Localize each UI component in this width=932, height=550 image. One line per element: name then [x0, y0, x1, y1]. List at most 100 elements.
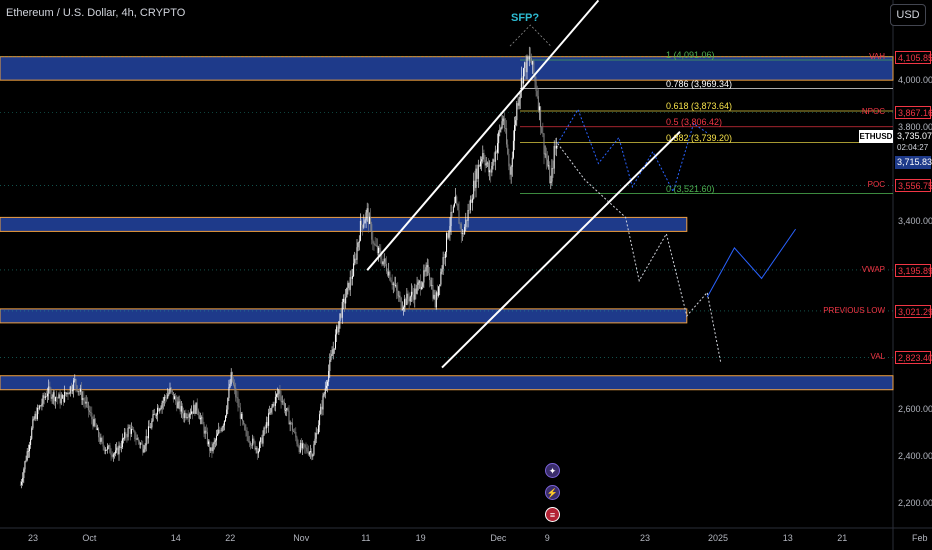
- candle-body-106: [140, 443, 142, 445]
- candle-body-296: [355, 258, 357, 260]
- candle-body-446: [525, 62, 527, 73]
- candle-body-300: [359, 220, 361, 241]
- candle-body-182: [226, 409, 228, 416]
- candle-body-259: [313, 444, 315, 455]
- candle-body-57: [84, 400, 86, 404]
- candle-body-97: [129, 427, 131, 434]
- candle-body-401: [474, 180, 476, 188]
- candle-body-123: [159, 408, 161, 412]
- candle-body-343: [408, 298, 410, 302]
- candle-body-191: [236, 397, 238, 399]
- candle-body-310: [371, 224, 373, 240]
- candle-body-385: [456, 196, 458, 204]
- candle-body-192: [237, 397, 239, 407]
- candle-body-364: [432, 285, 434, 299]
- candle-body-271: [327, 381, 329, 386]
- y-tick-4: 2,400.00: [898, 450, 932, 461]
- candle-body-325: [388, 271, 390, 276]
- candle-body-333: [397, 290, 399, 296]
- candle-body-187: [231, 372, 233, 382]
- x-tick-1: Oct: [82, 533, 97, 543]
- candle-body-52: [78, 390, 80, 392]
- candle-body-204: [251, 445, 253, 447]
- x-tick-7: Dec: [490, 533, 507, 543]
- candle-body-328: [391, 281, 393, 285]
- candle-body-120: [155, 414, 157, 416]
- candle-body-135: [172, 391, 174, 400]
- candle-body-248: [300, 442, 302, 449]
- candle-body-291: [349, 277, 351, 290]
- candle-body-16: [38, 407, 40, 409]
- candle-body-133: [170, 387, 172, 391]
- candle-body-101: [134, 430, 136, 440]
- candle-body-359: [426, 265, 428, 268]
- candle-body-323: [385, 263, 387, 272]
- candle-body-416: [491, 165, 493, 173]
- candle-body-64: [92, 419, 94, 427]
- candle-body-283: [340, 313, 342, 318]
- candle-body-73: [102, 441, 104, 447]
- candle-body-198: [244, 424, 246, 431]
- candle-body-240: [291, 422, 293, 431]
- flag-event-icon[interactable]: ≡: [545, 507, 560, 522]
- candle-body-48: [74, 379, 76, 381]
- candle-body-331: [395, 285, 397, 286]
- candle-body-410: [484, 159, 486, 166]
- candle-body-345: [410, 291, 412, 297]
- candle-body-177: [220, 430, 222, 432]
- candle-body-126: [162, 400, 164, 403]
- candle-body-233: [283, 402, 285, 411]
- candle-body-170: [212, 443, 214, 452]
- event-icon-2[interactable]: ⚡: [545, 485, 560, 500]
- candle-body-260: [314, 438, 316, 445]
- fib-label-0: 1 (4,091.06): [666, 49, 715, 60]
- candle-body-251: [304, 444, 306, 448]
- candle-body-125: [161, 402, 163, 408]
- candle-body-90: [121, 438, 123, 448]
- candle-body-207: [254, 441, 256, 450]
- candle-body-445: [524, 62, 526, 69]
- candle-body-184: [228, 387, 230, 398]
- candle-body-20: [42, 395, 44, 404]
- level-price-4: 3,021.29: [895, 304, 932, 318]
- x-tick-13: Feb: [912, 533, 928, 543]
- candle-body-165: [206, 432, 208, 445]
- candle-body-273: [329, 360, 331, 371]
- candle-body-143: [181, 406, 183, 414]
- candle-body-88: [119, 445, 121, 449]
- level-label-4: PREVIOUS LOW: [823, 305, 885, 315]
- candle-body-415: [490, 170, 492, 173]
- candle-body-75: [104, 449, 106, 451]
- candle-body-50: [76, 385, 78, 392]
- candle-body-79: [109, 445, 111, 454]
- candle-body-330: [393, 283, 395, 286]
- candle-body-250: [303, 443, 305, 445]
- candle-body-195: [240, 413, 242, 419]
- projection-blue-low-path: [706, 228, 797, 298]
- candle-body-254: [307, 451, 309, 455]
- projection-blue-path: [557, 108, 708, 193]
- currency-button[interactable]: USD: [890, 4, 926, 26]
- level-label-5: VAL: [870, 352, 885, 362]
- candle-body-149: [188, 414, 190, 418]
- candle-body-390: [461, 233, 463, 235]
- candle-body-155: [195, 402, 197, 414]
- candle-body-186: [230, 372, 232, 384]
- candle-body-185: [229, 383, 231, 388]
- event-icon-1[interactable]: ✦: [545, 463, 560, 478]
- candle-body-8: [28, 444, 30, 452]
- candle-body-324: [387, 271, 389, 276]
- candle-body-247: [299, 442, 301, 453]
- candle-body-471: [553, 145, 555, 169]
- candle-body-430: [507, 144, 509, 155]
- candle-body-12: [33, 418, 35, 420]
- x-tick-0: 23: [28, 533, 39, 543]
- candle-body-45: [70, 386, 72, 391]
- candle-body-452: [532, 61, 534, 65]
- candle-body-68: [96, 428, 98, 430]
- candle-body-448: [527, 56, 529, 60]
- candle-body-444: [523, 68, 525, 84]
- candle-body-112: [146, 436, 148, 439]
